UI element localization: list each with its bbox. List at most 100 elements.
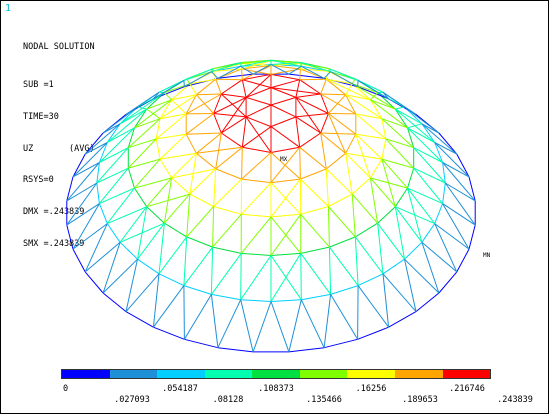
mesh-edge	[270, 79, 300, 89]
mesh-edge	[394, 206, 423, 243]
mesh-edge	[66, 176, 74, 202]
mesh-edge	[215, 146, 243, 170]
mesh-edge	[240, 62, 242, 67]
mesh-edge	[357, 273, 384, 287]
mesh-edge	[382, 258, 405, 275]
mesh-edge	[407, 127, 435, 143]
mesh-edge	[155, 113, 187, 140]
mesh-edge	[299, 132, 321, 148]
mesh-edge	[442, 203, 470, 250]
mesh-edge	[354, 236, 384, 275]
mesh-edge	[442, 182, 446, 204]
mesh-edge	[152, 285, 185, 328]
mesh-edge	[270, 299, 302, 302]
mesh-edge	[186, 78, 191, 84]
mesh-edge	[351, 193, 378, 224]
legend-label-bottom: .027093	[114, 395, 150, 405]
legend-label-top: 0	[63, 384, 69, 394]
mesh-edge	[404, 106, 440, 134]
mesh-edge	[134, 118, 161, 129]
mesh-edge	[327, 206, 330, 248]
mesh-edge	[186, 194, 191, 237]
mesh-edge	[395, 108, 423, 125]
info-line-rsys: RSYS=0	[23, 175, 54, 186]
mesh-edge	[183, 294, 212, 340]
mesh-edge	[328, 247, 332, 295]
mesh-edge	[369, 99, 383, 119]
mesh-edge	[270, 178, 301, 218]
mesh-edge	[215, 168, 242, 180]
mesh-edge	[295, 96, 329, 114]
info-title: NODAL SOLUTION	[23, 42, 95, 53]
mesh-edge	[137, 258, 160, 275]
mesh-edge	[270, 96, 297, 106]
mesh-edge	[241, 79, 247, 98]
mesh-edge	[183, 285, 212, 295]
mesh-edge	[196, 146, 243, 154]
mesh-edge	[241, 60, 272, 70]
mesh-edge	[299, 68, 301, 80]
mesh-edge	[345, 152, 371, 179]
legend-label-bottom: .08128	[212, 395, 244, 405]
mesh-edge	[330, 285, 359, 295]
mesh-edge	[240, 299, 272, 302]
mesh-edge	[381, 118, 387, 139]
mesh-edge	[134, 177, 172, 189]
mesh-edge	[189, 193, 214, 207]
mesh-edge	[300, 253, 302, 300]
mesh-edge	[98, 203, 108, 224]
mesh-edge	[320, 93, 357, 115]
mesh-edge	[96, 182, 100, 204]
mesh-edge	[404, 258, 440, 294]
mesh-edge	[270, 104, 297, 118]
mesh-edge	[217, 65, 241, 79]
mesh-edge	[394, 206, 405, 260]
mesh-edge	[106, 123, 121, 143]
mesh-edge	[102, 292, 127, 312]
legend-swatch	[347, 370, 395, 378]
legend-swatch	[394, 370, 443, 378]
mesh-edge	[270, 87, 321, 95]
mesh-edge	[106, 108, 148, 143]
mesh-edge	[325, 168, 329, 207]
mesh-edge	[407, 187, 443, 205]
mesh-edge	[407, 127, 415, 148]
mesh-edge	[185, 113, 214, 135]
mesh-edge	[99, 167, 129, 204]
mesh-edge	[184, 338, 219, 349]
mesh-edge	[288, 347, 325, 353]
mesh-edge	[320, 93, 346, 96]
mesh-edge	[323, 71, 331, 79]
mesh-edge	[413, 167, 443, 204]
mesh-edge	[270, 178, 301, 184]
mesh-edge	[438, 132, 458, 155]
mesh-edge	[127, 138, 157, 169]
mesh-edge	[325, 152, 346, 170]
mesh-edge	[355, 133, 383, 160]
mesh-edge	[295, 93, 321, 98]
mesh-edge	[84, 271, 104, 294]
mesh-edge	[345, 152, 382, 160]
mesh-edge	[66, 182, 98, 226]
mesh-edge	[381, 118, 415, 149]
mesh-edge	[320, 79, 327, 95]
mesh-edge	[300, 253, 332, 295]
mesh-edge	[369, 158, 383, 179]
mesh-edge	[106, 187, 135, 224]
mesh-edge	[213, 206, 242, 215]
mesh-edge	[345, 133, 357, 154]
mesh-edge	[242, 126, 272, 148]
mesh-edge	[212, 246, 242, 254]
mesh-edge	[421, 241, 458, 273]
mesh-edge	[270, 146, 301, 183]
legend-swatch	[442, 370, 491, 378]
mesh-edge	[407, 187, 436, 224]
mesh-edge	[189, 78, 216, 85]
info-line-dmx: DMX =.243839	[23, 207, 85, 218]
mesh-edge	[295, 79, 301, 98]
legend-label-top: .216746	[449, 384, 485, 394]
mesh-edge	[221, 116, 247, 134]
mesh-edge	[171, 99, 187, 115]
mesh-edge	[171, 152, 197, 179]
